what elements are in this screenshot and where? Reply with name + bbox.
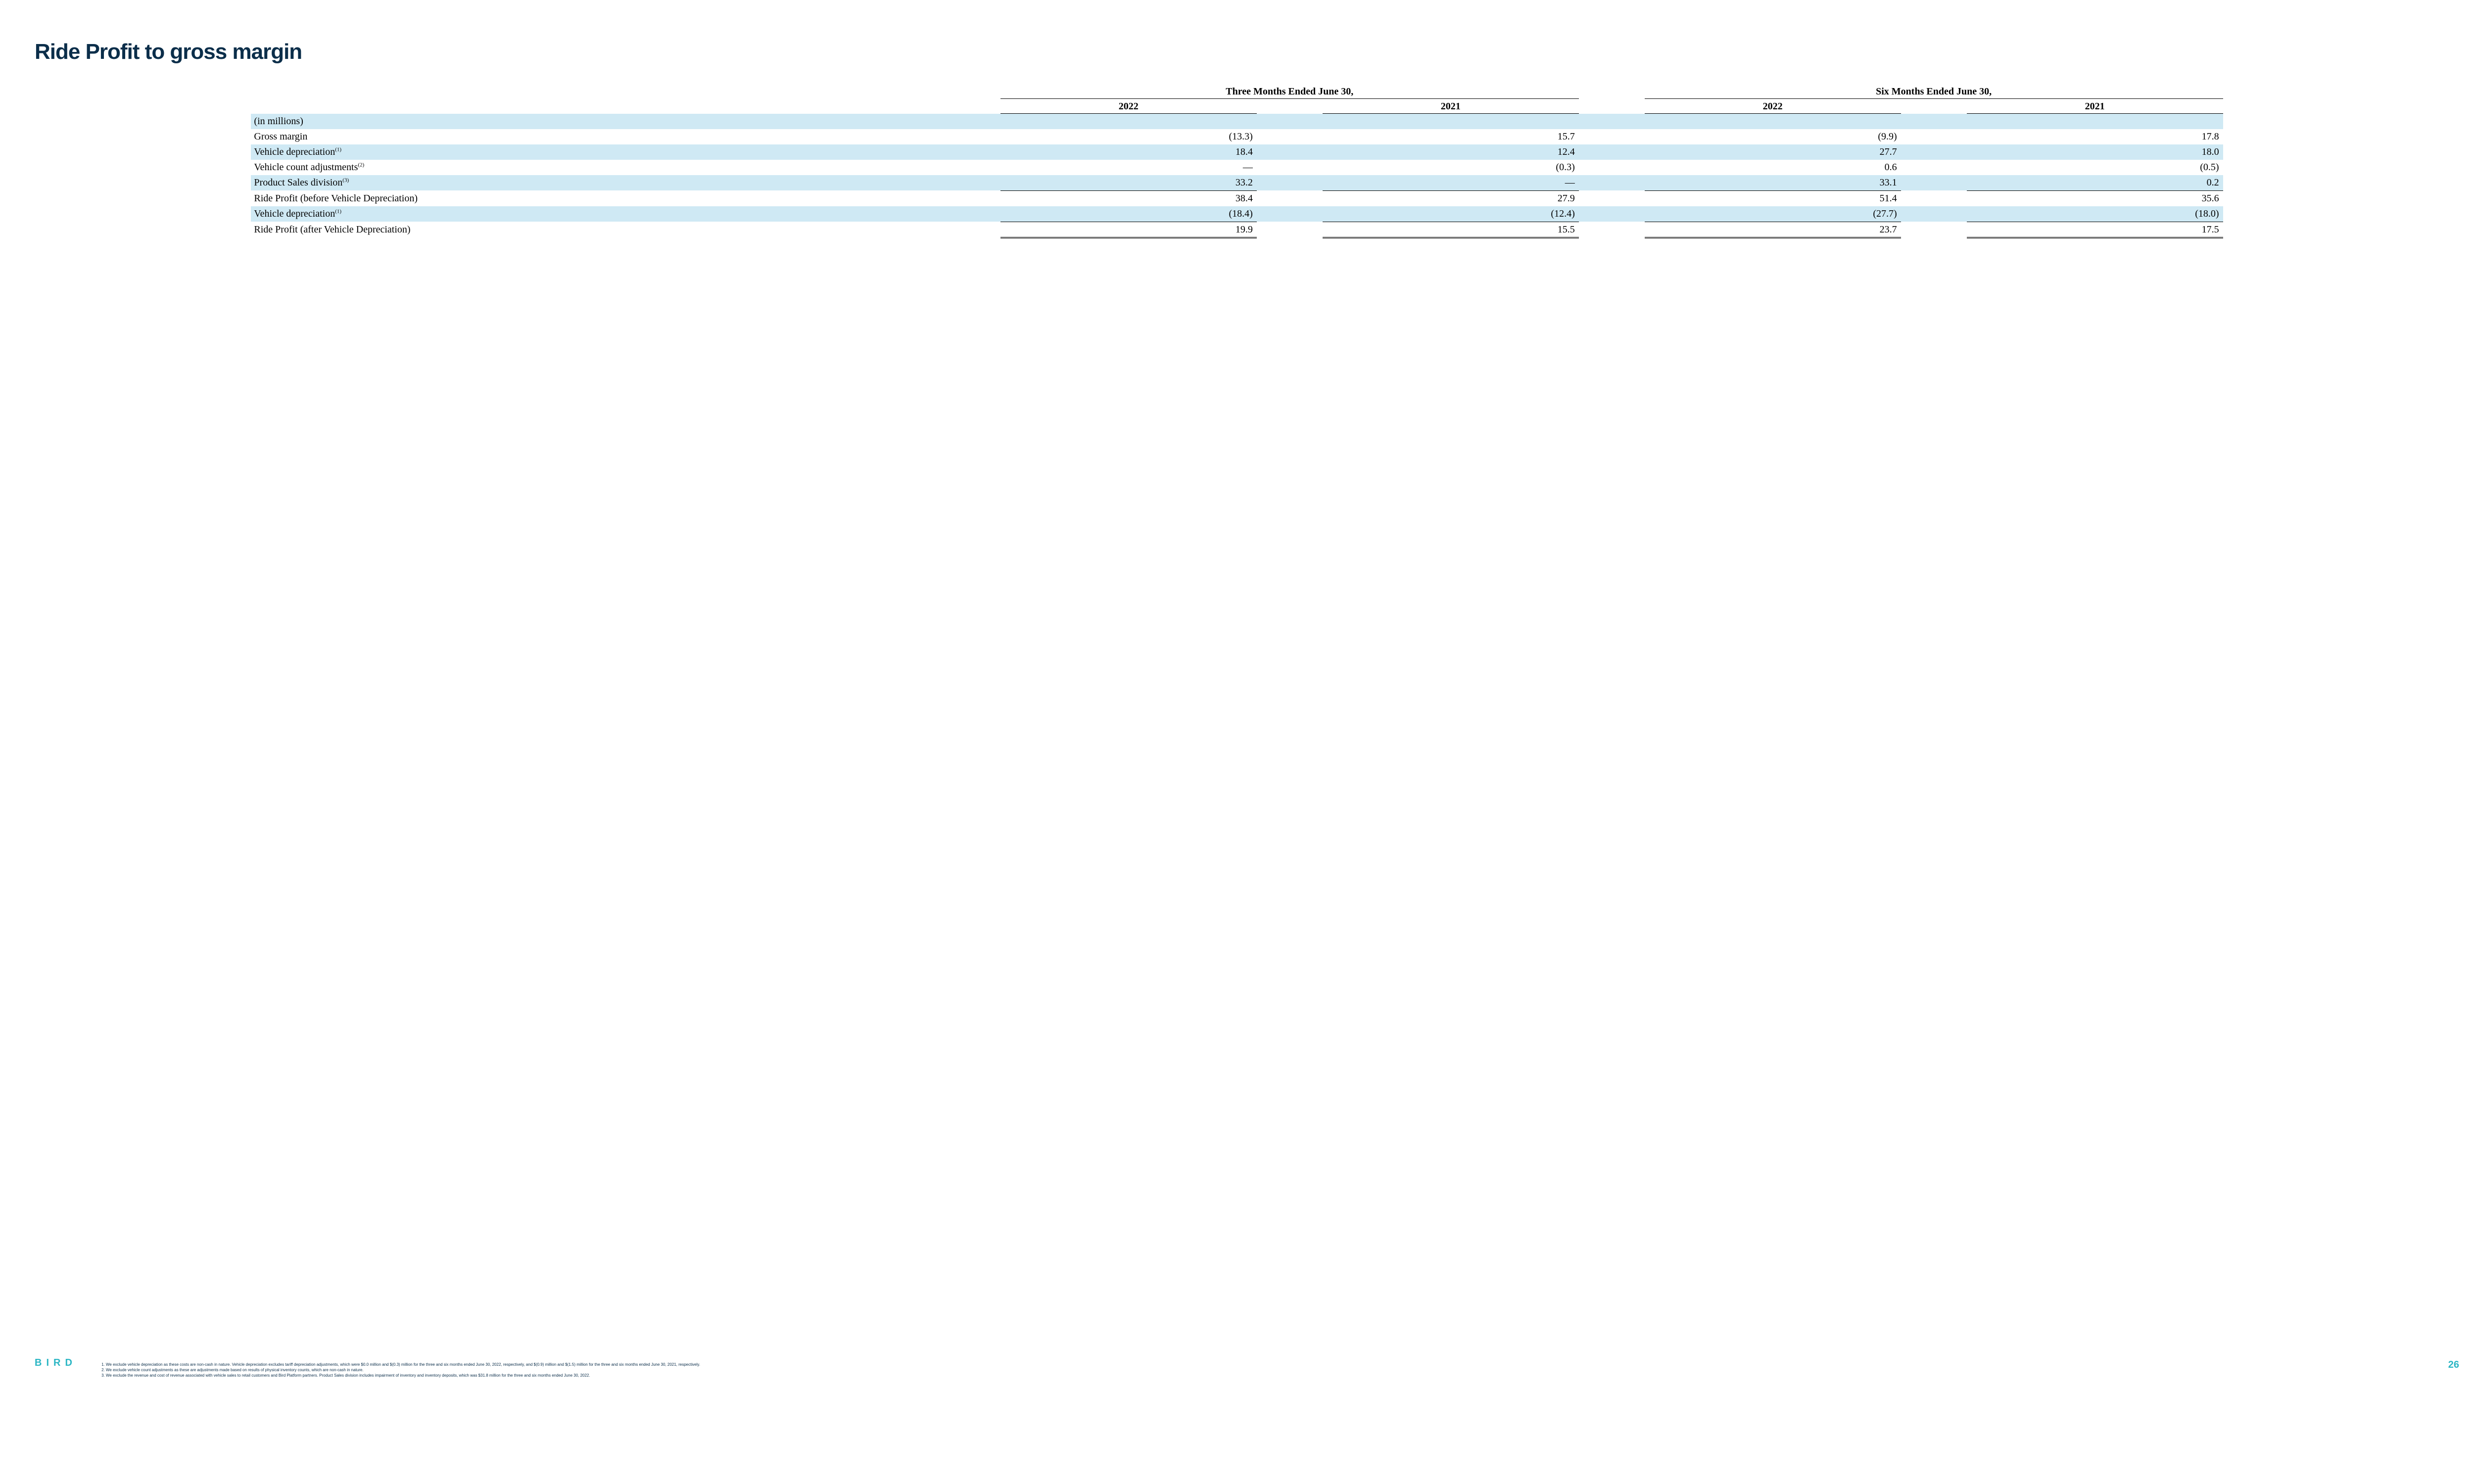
table: Three Months Ended June 30, Six Months E… bbox=[251, 84, 2223, 238]
cell: 38.4 bbox=[1000, 190, 1257, 206]
slide: Ride Profit to gross margin Three Months… bbox=[0, 0, 2474, 1391]
row-label: Product Sales division bbox=[254, 177, 342, 188]
unit-row: (in millions) bbox=[251, 114, 2223, 129]
table-row: Vehicle depreciation(1) (18.4) (12.4) (2… bbox=[251, 206, 2223, 222]
row-label: Ride Profit (before Vehicle Depreciation… bbox=[254, 193, 418, 204]
cell: 33.2 bbox=[1000, 175, 1257, 191]
cell: 17.8 bbox=[1967, 129, 2223, 144]
cell: 35.6 bbox=[1967, 190, 2223, 206]
cell: 18.4 bbox=[1000, 144, 1257, 160]
table-row: Vehicle count adjustments(2) — (0.3) 0.6… bbox=[251, 160, 2223, 175]
cell: — bbox=[1000, 160, 1257, 175]
footnote-ref: (2) bbox=[358, 162, 364, 168]
row-label: Ride Profit (after Vehicle Depreciation) bbox=[254, 224, 410, 235]
cell: 23.7 bbox=[1645, 222, 1901, 237]
table-row-total: Ride Profit (after Vehicle Depreciation)… bbox=[251, 222, 2223, 237]
group-header-three-months: Three Months Ended June 30, bbox=[1000, 84, 1579, 99]
cell: 18.0 bbox=[1967, 144, 2223, 160]
cell: 0.2 bbox=[1967, 175, 2223, 191]
slide-title: Ride Profit to gross margin bbox=[35, 40, 2439, 64]
cell: 27.9 bbox=[1323, 190, 1579, 206]
unit-label: (in millions) bbox=[251, 114, 1000, 129]
row-label: Gross margin bbox=[254, 131, 307, 142]
cell: (13.3) bbox=[1000, 129, 1257, 144]
cell: (18.4) bbox=[1000, 206, 1257, 222]
page-number: 26 bbox=[2448, 1359, 2459, 1371]
cell: (0.5) bbox=[1967, 160, 2223, 175]
cell: 17.5 bbox=[1967, 222, 2223, 237]
cell: 15.7 bbox=[1323, 129, 1579, 144]
bird-logo: BIRD bbox=[35, 1357, 77, 1369]
financial-table: Three Months Ended June 30, Six Months E… bbox=[251, 84, 2223, 238]
row-label: Vehicle depreciation bbox=[254, 208, 335, 219]
footnote-1: We exclude vehicle depreciation as these… bbox=[106, 1362, 2415, 1367]
group-header-six-months: Six Months Ended June 30, bbox=[1645, 84, 2223, 99]
row-label: Vehicle count adjustments bbox=[254, 162, 358, 173]
row-label: Vehicle depreciation bbox=[254, 146, 335, 157]
cell: 19.9 bbox=[1000, 222, 1257, 237]
footnote-ref: (3) bbox=[342, 177, 349, 183]
year-header: 2022 bbox=[1645, 99, 1901, 114]
cell: 33.1 bbox=[1645, 175, 1901, 191]
footnotes: We exclude vehicle depreciation as these… bbox=[99, 1362, 2415, 1379]
cell: (0.3) bbox=[1323, 160, 1579, 175]
cell: 27.7 bbox=[1645, 144, 1901, 160]
footnote-ref: (1) bbox=[335, 208, 341, 214]
cell: (12.4) bbox=[1323, 206, 1579, 222]
cell: 51.4 bbox=[1645, 190, 1901, 206]
year-row: 2022 2021 2022 2021 bbox=[251, 99, 2223, 114]
footnote-ref: (1) bbox=[335, 146, 341, 152]
cell: (27.7) bbox=[1645, 206, 1901, 222]
year-header: 2022 bbox=[1000, 99, 1257, 114]
cell: — bbox=[1323, 175, 1579, 191]
cell: (18.0) bbox=[1967, 206, 2223, 222]
cell: 0.6 bbox=[1645, 160, 1901, 175]
table-row: Product Sales division(3) 33.2 — 33.1 0.… bbox=[251, 175, 2223, 191]
footnote-3: We exclude the revenue and cost of reven… bbox=[106, 1373, 2415, 1378]
cell: 12.4 bbox=[1323, 144, 1579, 160]
year-header: 2021 bbox=[1323, 99, 1579, 114]
footnote-2: We exclude vehicle count adjustments as … bbox=[106, 1368, 2415, 1373]
cell: (9.9) bbox=[1645, 129, 1901, 144]
period-group-row: Three Months Ended June 30, Six Months E… bbox=[251, 84, 2223, 99]
cell: 15.5 bbox=[1323, 222, 1579, 237]
year-header: 2021 bbox=[1967, 99, 2223, 114]
table-row-subtotal: Ride Profit (before Vehicle Depreciation… bbox=[251, 190, 2223, 206]
table-row: Gross margin (13.3) 15.7 (9.9) 17.8 bbox=[251, 129, 2223, 144]
table-row: Vehicle depreciation(1) 18.4 12.4 27.7 1… bbox=[251, 144, 2223, 160]
